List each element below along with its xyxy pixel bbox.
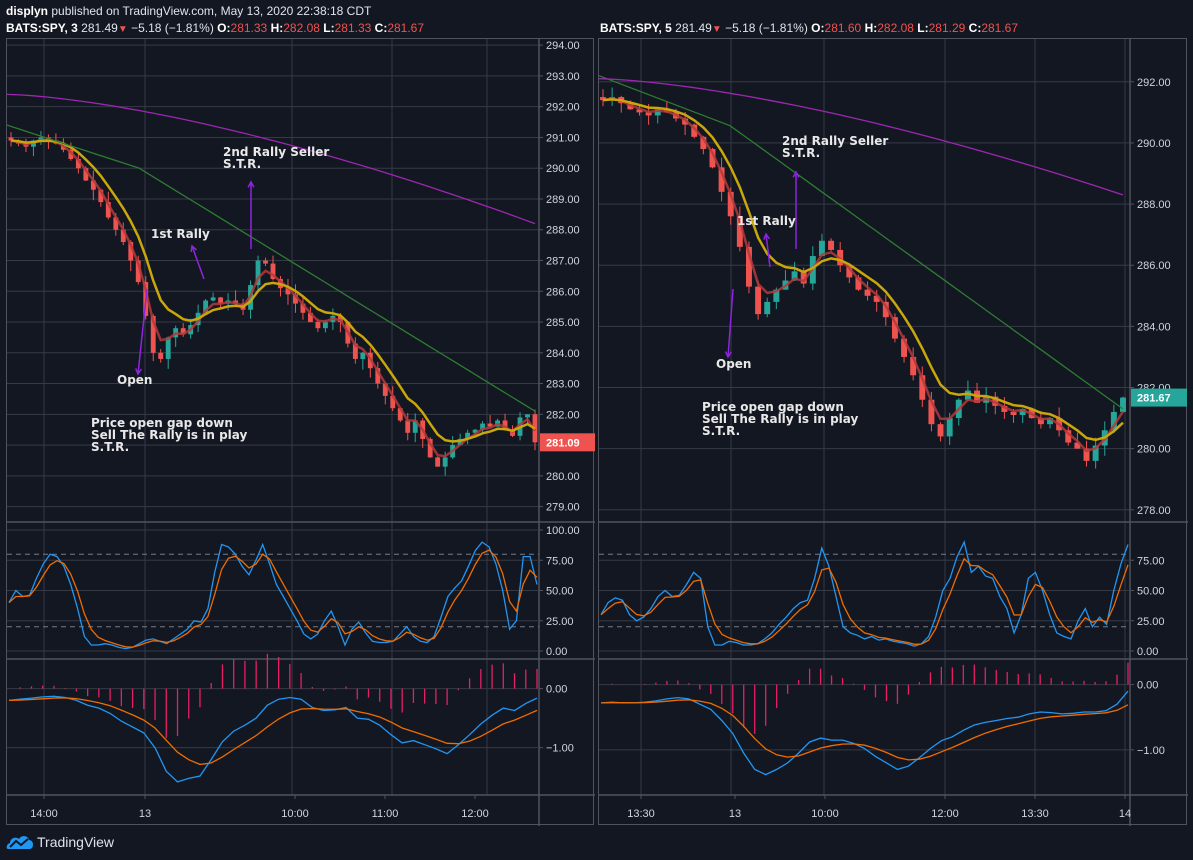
time-axis-label: 13:30 [1021, 808, 1049, 820]
last-price-label [540, 433, 595, 452]
price-axis-label: 287.00 [546, 256, 580, 268]
stoch-axis-label: 25.00 [546, 616, 574, 628]
price-axis-label: 286.00 [1137, 260, 1171, 272]
stoch-axis-label: 50.00 [1137, 586, 1165, 598]
stoch-axis-label: 25.00 [1137, 616, 1165, 628]
annotation-first-rally: 1st Rally [151, 227, 210, 241]
macd-axis-label: 0.00 [546, 684, 567, 696]
last-price: 281.49 [675, 21, 712, 35]
price-axis-label: 293.00 [546, 71, 580, 83]
stoch-axis-label: 75.00 [1137, 555, 1165, 567]
price-axis-label: 284.00 [546, 348, 580, 360]
time-axis-label: 11:00 [372, 808, 399, 820]
price-axis-label: 283.00 [546, 379, 580, 391]
annotation-second-rally: 2nd Rally Seller [223, 145, 329, 159]
price-axis-label: 292.00 [1137, 77, 1171, 89]
stoch-axis-label: 100.00 [546, 525, 580, 537]
high-value: 282.08 [877, 21, 914, 35]
brand-name: TradingView [37, 834, 115, 850]
chart-canvas-right[interactable]: 278.00280.00282.00284.00286.00288.00290.… [599, 39, 1188, 826]
annotation-str: S.T.R. [223, 157, 261, 171]
price-axis-label: 279.00 [546, 502, 580, 514]
annotation-note-line3: S.T.R. [91, 440, 129, 454]
annotation-note-line2: Sell The Rally is in play [702, 412, 858, 426]
symbol-label[interactable]: BATS:SPY, 5 [600, 21, 672, 35]
time-axis-label: 13:30 [627, 808, 655, 820]
low-value: 281.29 [928, 21, 966, 35]
price-axis-label: 292.00 [546, 102, 580, 114]
time-axis-label: 14 [1119, 808, 1131, 820]
time-axis-label: 10:00 [281, 808, 309, 820]
last-price-label [1131, 388, 1187, 407]
change-value: −5.18 (−1.81%) [131, 21, 214, 35]
stoch-axis-label: 0.00 [546, 646, 567, 658]
annotation-str: S.T.R. [782, 146, 820, 160]
candles [8, 131, 538, 476]
open-value: 281.60 [824, 21, 862, 35]
svg-text:281.67: 281.67 [1137, 393, 1171, 405]
low-value: 281.33 [334, 21, 372, 35]
time-axis-label: 12:00 [931, 808, 959, 820]
annotation-note-line2: Sell The Rally is in play [91, 428, 247, 442]
stoch-axis-label: 50.00 [546, 586, 574, 598]
time-axis-label: 12:00 [461, 808, 489, 820]
price-axis-label: 286.00 [546, 286, 580, 298]
macd-axis-label: 0.00 [1137, 680, 1158, 692]
legend-left: BATS:SPY, 3 281.49▼ −5.18 (−1.81%) O:281… [6, 21, 425, 35]
stoch-axis-label: 75.00 [546, 555, 574, 567]
macd-axis-label: −1.00 [546, 743, 574, 755]
time-axis-label: 14:00 [30, 808, 58, 820]
annotation-second-rally: 2nd Rally Seller [782, 134, 888, 148]
price-axis-label: 291.00 [546, 132, 580, 144]
symbol-label[interactable]: BATS:SPY, 3 [6, 21, 78, 35]
time-axis-label: 13 [729, 808, 741, 820]
price-axis-label: 288.00 [1137, 199, 1171, 211]
annotation-note-line1: Price open gap down [91, 416, 233, 430]
chart-canvas-left[interactable]: 279.00280.00281.00282.00283.00284.00285.… [7, 39, 595, 826]
annotation-note-line1: Price open gap down [702, 400, 844, 414]
open-value: 281.33 [230, 21, 268, 35]
price-axis-label: 282.00 [546, 409, 580, 421]
down-triangle-icon: ▼ [117, 24, 128, 35]
price-axis-label: 294.00 [546, 40, 580, 52]
down-triangle-icon: ▼ [711, 24, 722, 35]
annotation-first-rally: 1st Rally [737, 214, 796, 228]
stoch-axis-label: 0.00 [1137, 646, 1158, 658]
tradingview-brand[interactable]: TradingView [6, 832, 114, 852]
annotation-note-line3: S.T.R. [702, 424, 740, 438]
annotation-open: Open [117, 373, 152, 387]
chart-panel-left[interactable]: 279.00280.00281.00282.00283.00284.00285.… [6, 38, 595, 826]
change-value: −5.18 (−1.81%) [725, 21, 808, 35]
price-axis-label: 285.00 [546, 317, 580, 329]
price-axis-label: 290.00 [546, 163, 580, 175]
macd-axis-label: −1.00 [1137, 745, 1165, 757]
price-axis-label: 284.00 [1137, 321, 1171, 333]
svg-text:281.09: 281.09 [546, 437, 580, 449]
price-axis-label: 278.00 [1137, 505, 1171, 517]
close-value: 281.67 [981, 21, 1019, 35]
price-axis-label: 288.00 [546, 225, 580, 237]
publish-info: displyn published on TradingView.com, Ma… [6, 4, 371, 18]
high-value: 282.08 [283, 21, 320, 35]
publish-text: published on TradingView.com, May 13, 20… [51, 4, 372, 18]
annotation-open: Open [716, 357, 751, 371]
legend-right: BATS:SPY, 5 281.49▼ −5.18 (−1.81%) O:281… [600, 21, 1019, 35]
price-axis-label: 280.00 [546, 471, 580, 483]
price-axis-label: 290.00 [1137, 138, 1171, 150]
tradingview-cloud-icon [6, 836, 34, 849]
price-axis-label: 280.00 [1137, 444, 1171, 456]
time-axis-label: 10:00 [811, 808, 839, 820]
last-price: 281.49 [81, 21, 118, 35]
author-name[interactable]: displyn [6, 4, 49, 18]
price-axis-label: 289.00 [546, 194, 580, 206]
time-axis-label: 13 [139, 808, 151, 820]
chart-panel-right[interactable]: 278.00 280.00 282.00 284.00 286.00 288.00 290.… [598, 38, 1188, 826]
close-value: 281.67 [387, 21, 425, 35]
